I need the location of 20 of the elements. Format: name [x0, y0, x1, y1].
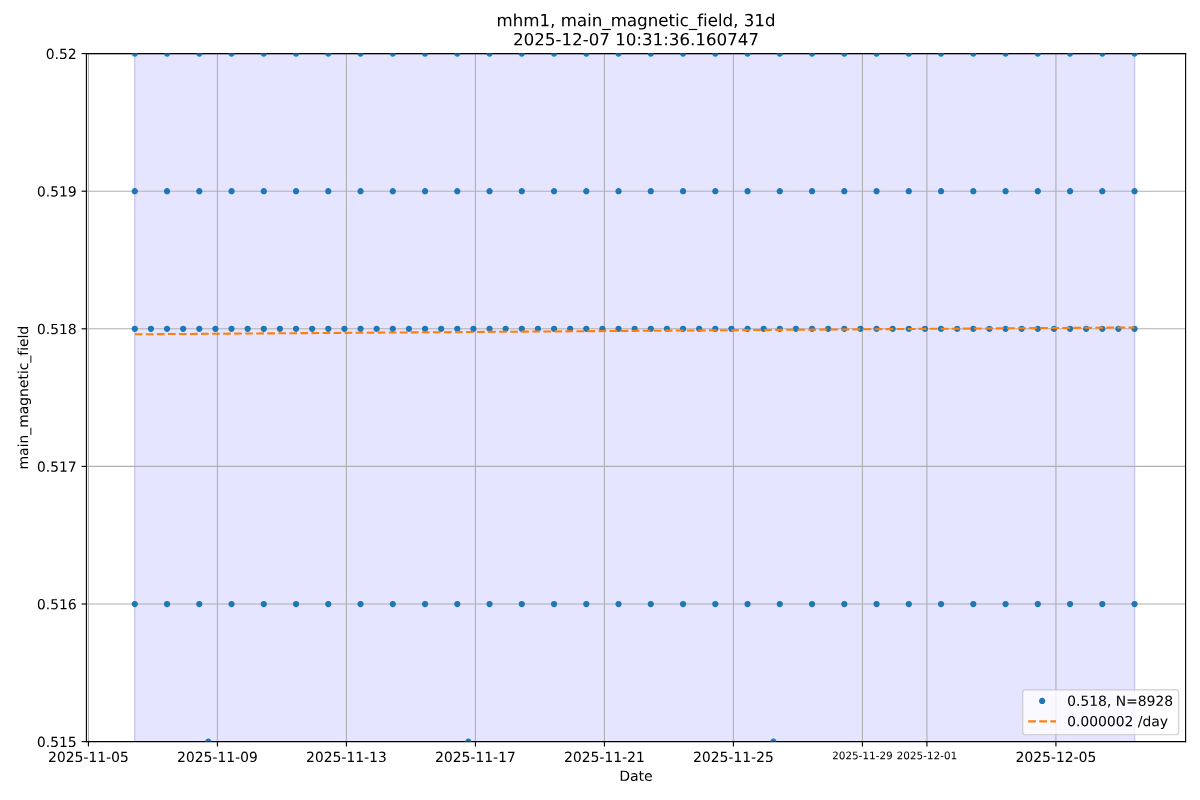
legend-label: 0.518, N=8928	[1068, 695, 1173, 708]
x-tick-label: 2025-11-05	[49, 751, 128, 763]
legend-label: 0.000002 /day	[1068, 715, 1168, 730]
x-tick-label: 2025-12-01	[897, 751, 957, 760]
x-tick-label: 2025-11-13	[307, 751, 386, 763]
x-tick-label: 2025-12-05	[1016, 751, 1096, 763]
y-tick-label: 0.517	[37, 461, 76, 472]
y-tick-label: 0.516	[37, 598, 76, 610]
x-tick-label: 2025-11-29	[832, 751, 892, 760]
x-tick-label: 2025-11-09	[178, 751, 257, 763]
y-tick-label: 0.515	[37, 736, 76, 748]
chart-title: mhm1, main_magnetic_field, 31d 2025-12-07 10:31:36.160747	[497, 13, 775, 46]
x-tick-label: 2025-11-21	[565, 751, 644, 763]
y-tick-label: 0.519	[37, 186, 76, 197]
x-tick-label: 2025-11-25	[694, 751, 773, 763]
y-tick-label: 0.518	[37, 323, 76, 335]
x-tick-label: 2025-11-17	[436, 751, 515, 763]
y-axis-title: main_magnetic_field	[17, 327, 32, 469]
x-axis-title: Date	[620, 770, 652, 782]
y-tick-label: 0.52	[46, 48, 76, 60]
